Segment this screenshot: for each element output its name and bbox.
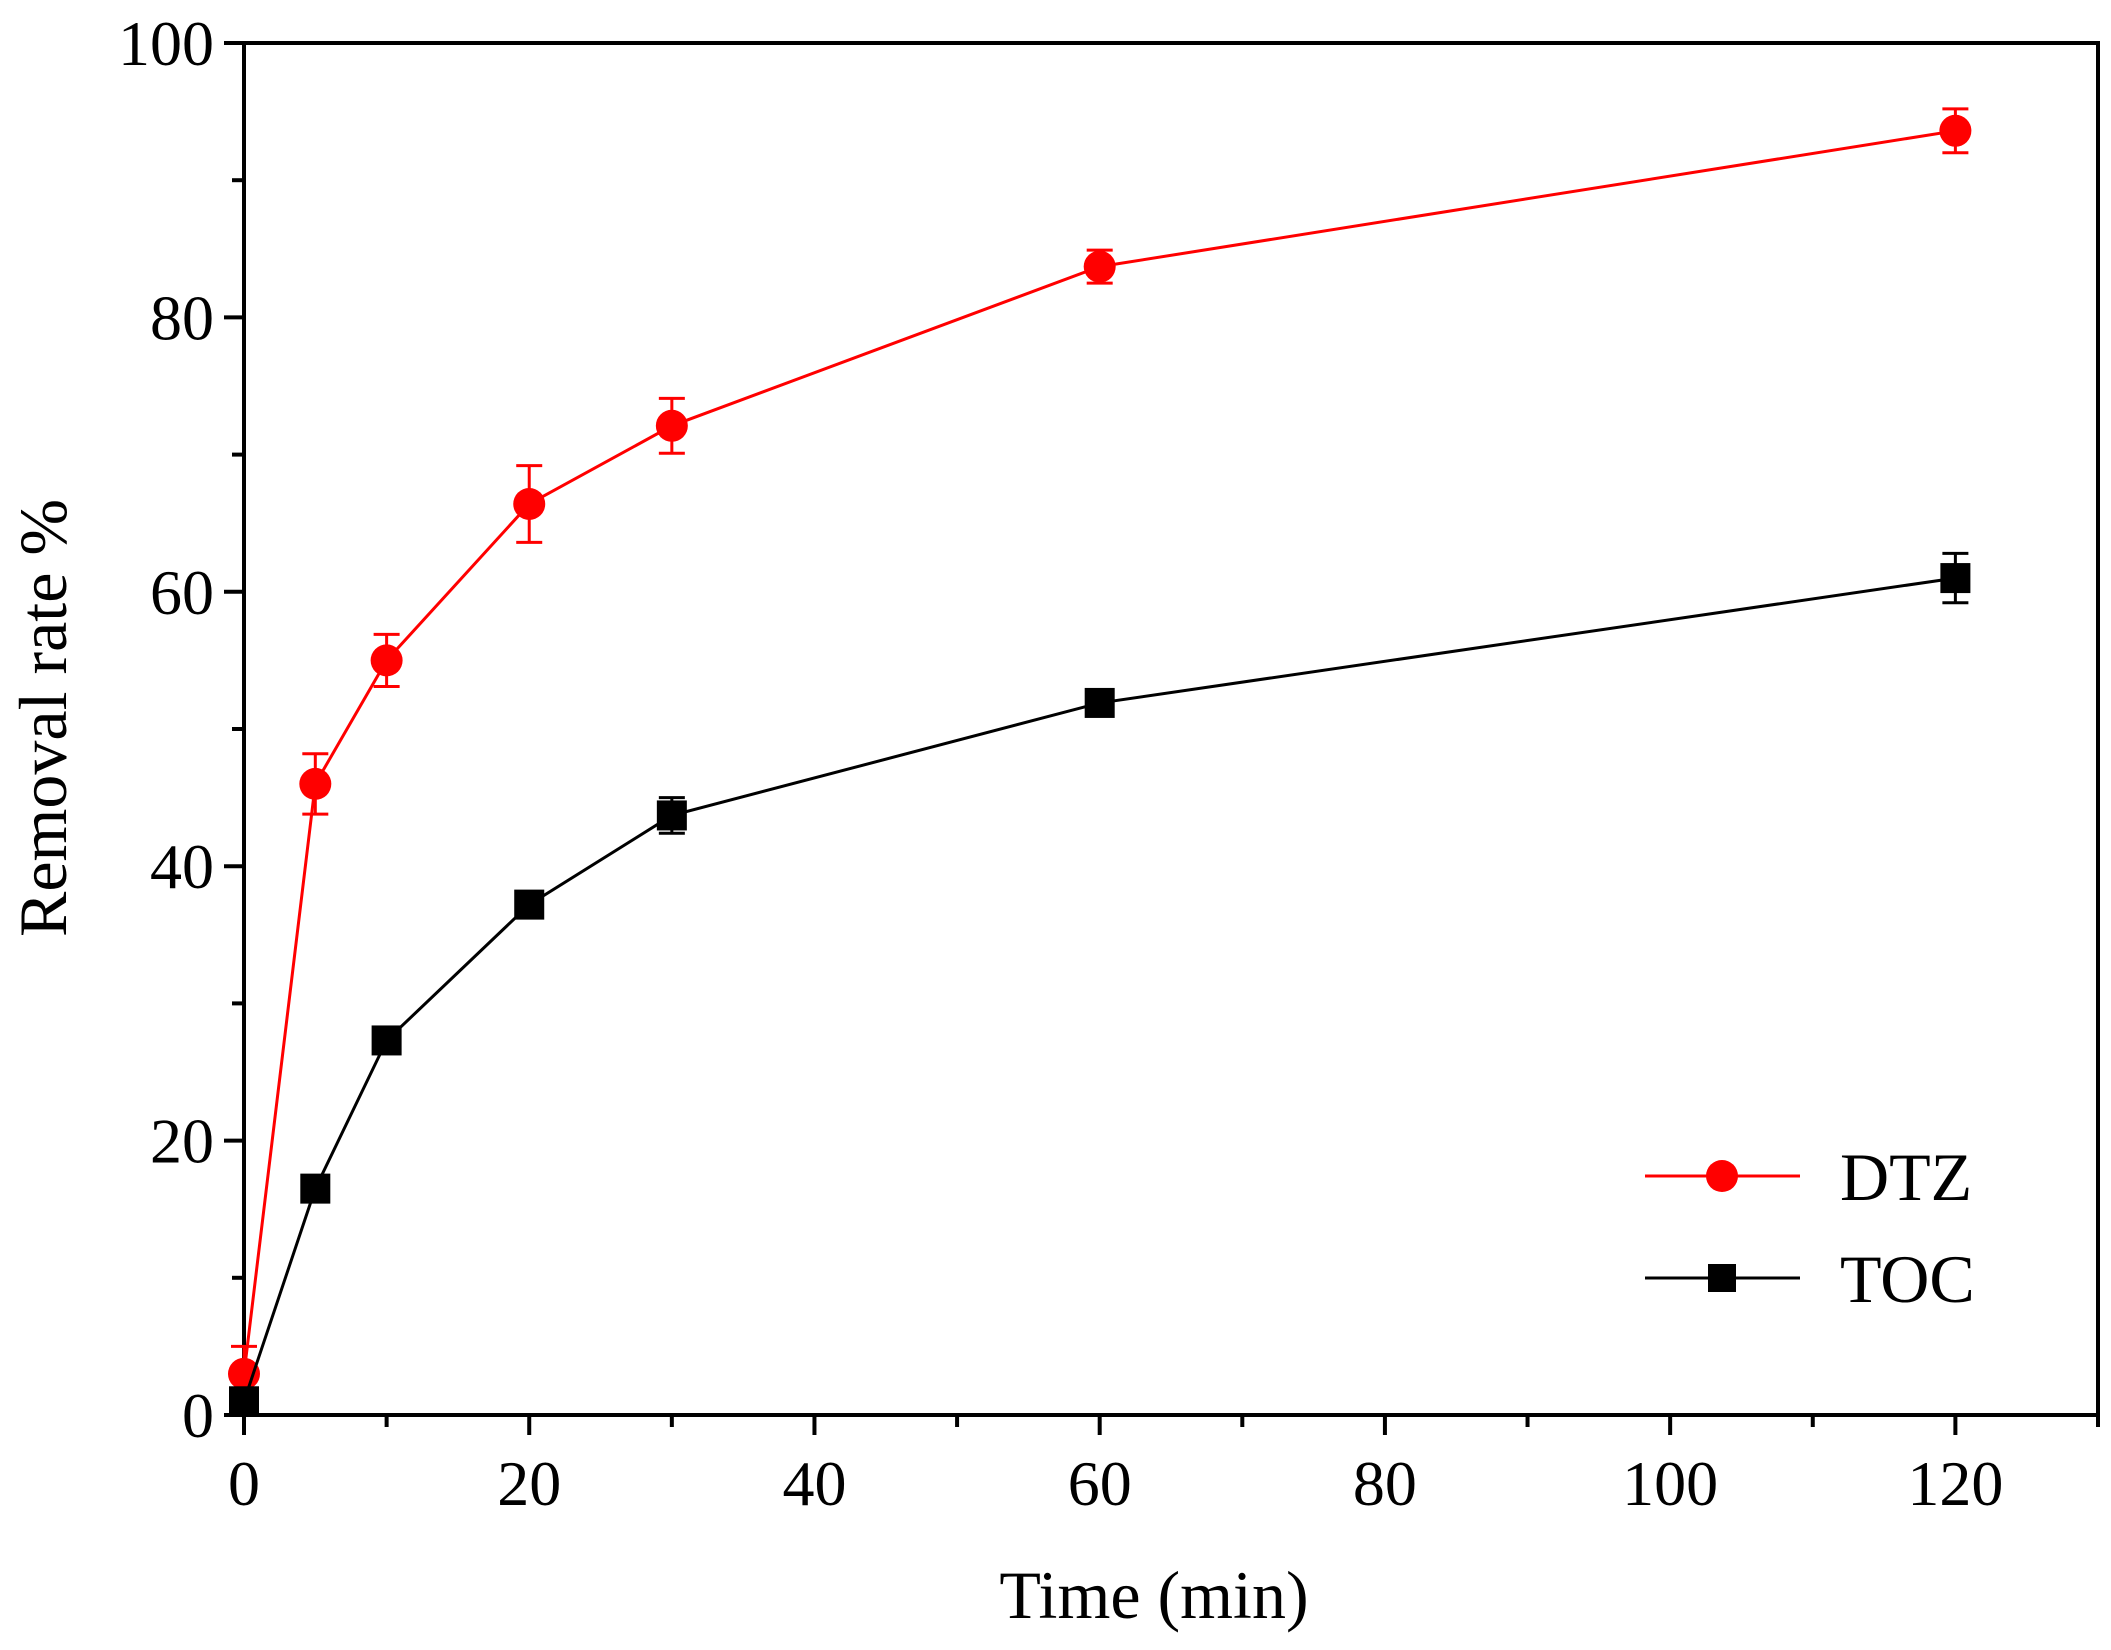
y-tick-label: 20 (150, 1106, 214, 1177)
y-axis-title: Removal rate % (5, 499, 81, 937)
y-tick-label: 0 (182, 1380, 214, 1451)
data-point-dtz (1939, 114, 1972, 147)
data-point-dtz (370, 644, 403, 677)
x-tick-label: 20 (497, 1448, 561, 1519)
x-tick-label: 120 (1907, 1448, 2003, 1519)
y-tick-label: 80 (150, 282, 214, 353)
x-tick-label: 40 (782, 1448, 846, 1519)
data-point-dtz (228, 1357, 260, 1390)
data-point-toc (229, 1386, 259, 1417)
data-point-dtz (1083, 250, 1116, 283)
plot-frame (242, 41, 2100, 1417)
x-tick-label: 0 (228, 1448, 260, 1519)
y-tick-label: 100 (118, 8, 214, 79)
data-point-dtz (299, 767, 332, 800)
x-axis-title: Time (min) (999, 1557, 1308, 1633)
legend-label-dtz: DTZ (1840, 1139, 1972, 1215)
x-tick-label: 60 (1068, 1448, 1132, 1519)
legend-label-toc: TOC (1840, 1241, 1975, 1317)
y-tick-label: 40 (150, 831, 214, 902)
data-point-toc (1084, 687, 1115, 718)
series-line-dtz (242, 129, 1956, 1375)
data-point-toc (300, 1173, 331, 1204)
data-point-toc (656, 800, 687, 831)
data-point-toc (1940, 563, 1971, 594)
series-dtz (228, 107, 1972, 1403)
y-tick-label: 60 (150, 557, 214, 628)
legend-marker-toc (1708, 1264, 1736, 1292)
axes-layer: 0 20 40 60 80 100 120 0 20 40 60 80 100 (118, 8, 2100, 1519)
x-tick-label: 100 (1622, 1448, 1718, 1519)
x-tick-label: 80 (1353, 1448, 1417, 1519)
legend-marker-dtz (1706, 1160, 1738, 1192)
data-point-toc (371, 1025, 402, 1056)
data-point-dtz (655, 409, 688, 442)
data-point-toc (514, 889, 545, 920)
series-layer (228, 107, 1972, 1417)
legend: DTZ TOC (1645, 1139, 1975, 1317)
series-toc (229, 551, 1971, 1417)
data-point-dtz (513, 487, 546, 520)
